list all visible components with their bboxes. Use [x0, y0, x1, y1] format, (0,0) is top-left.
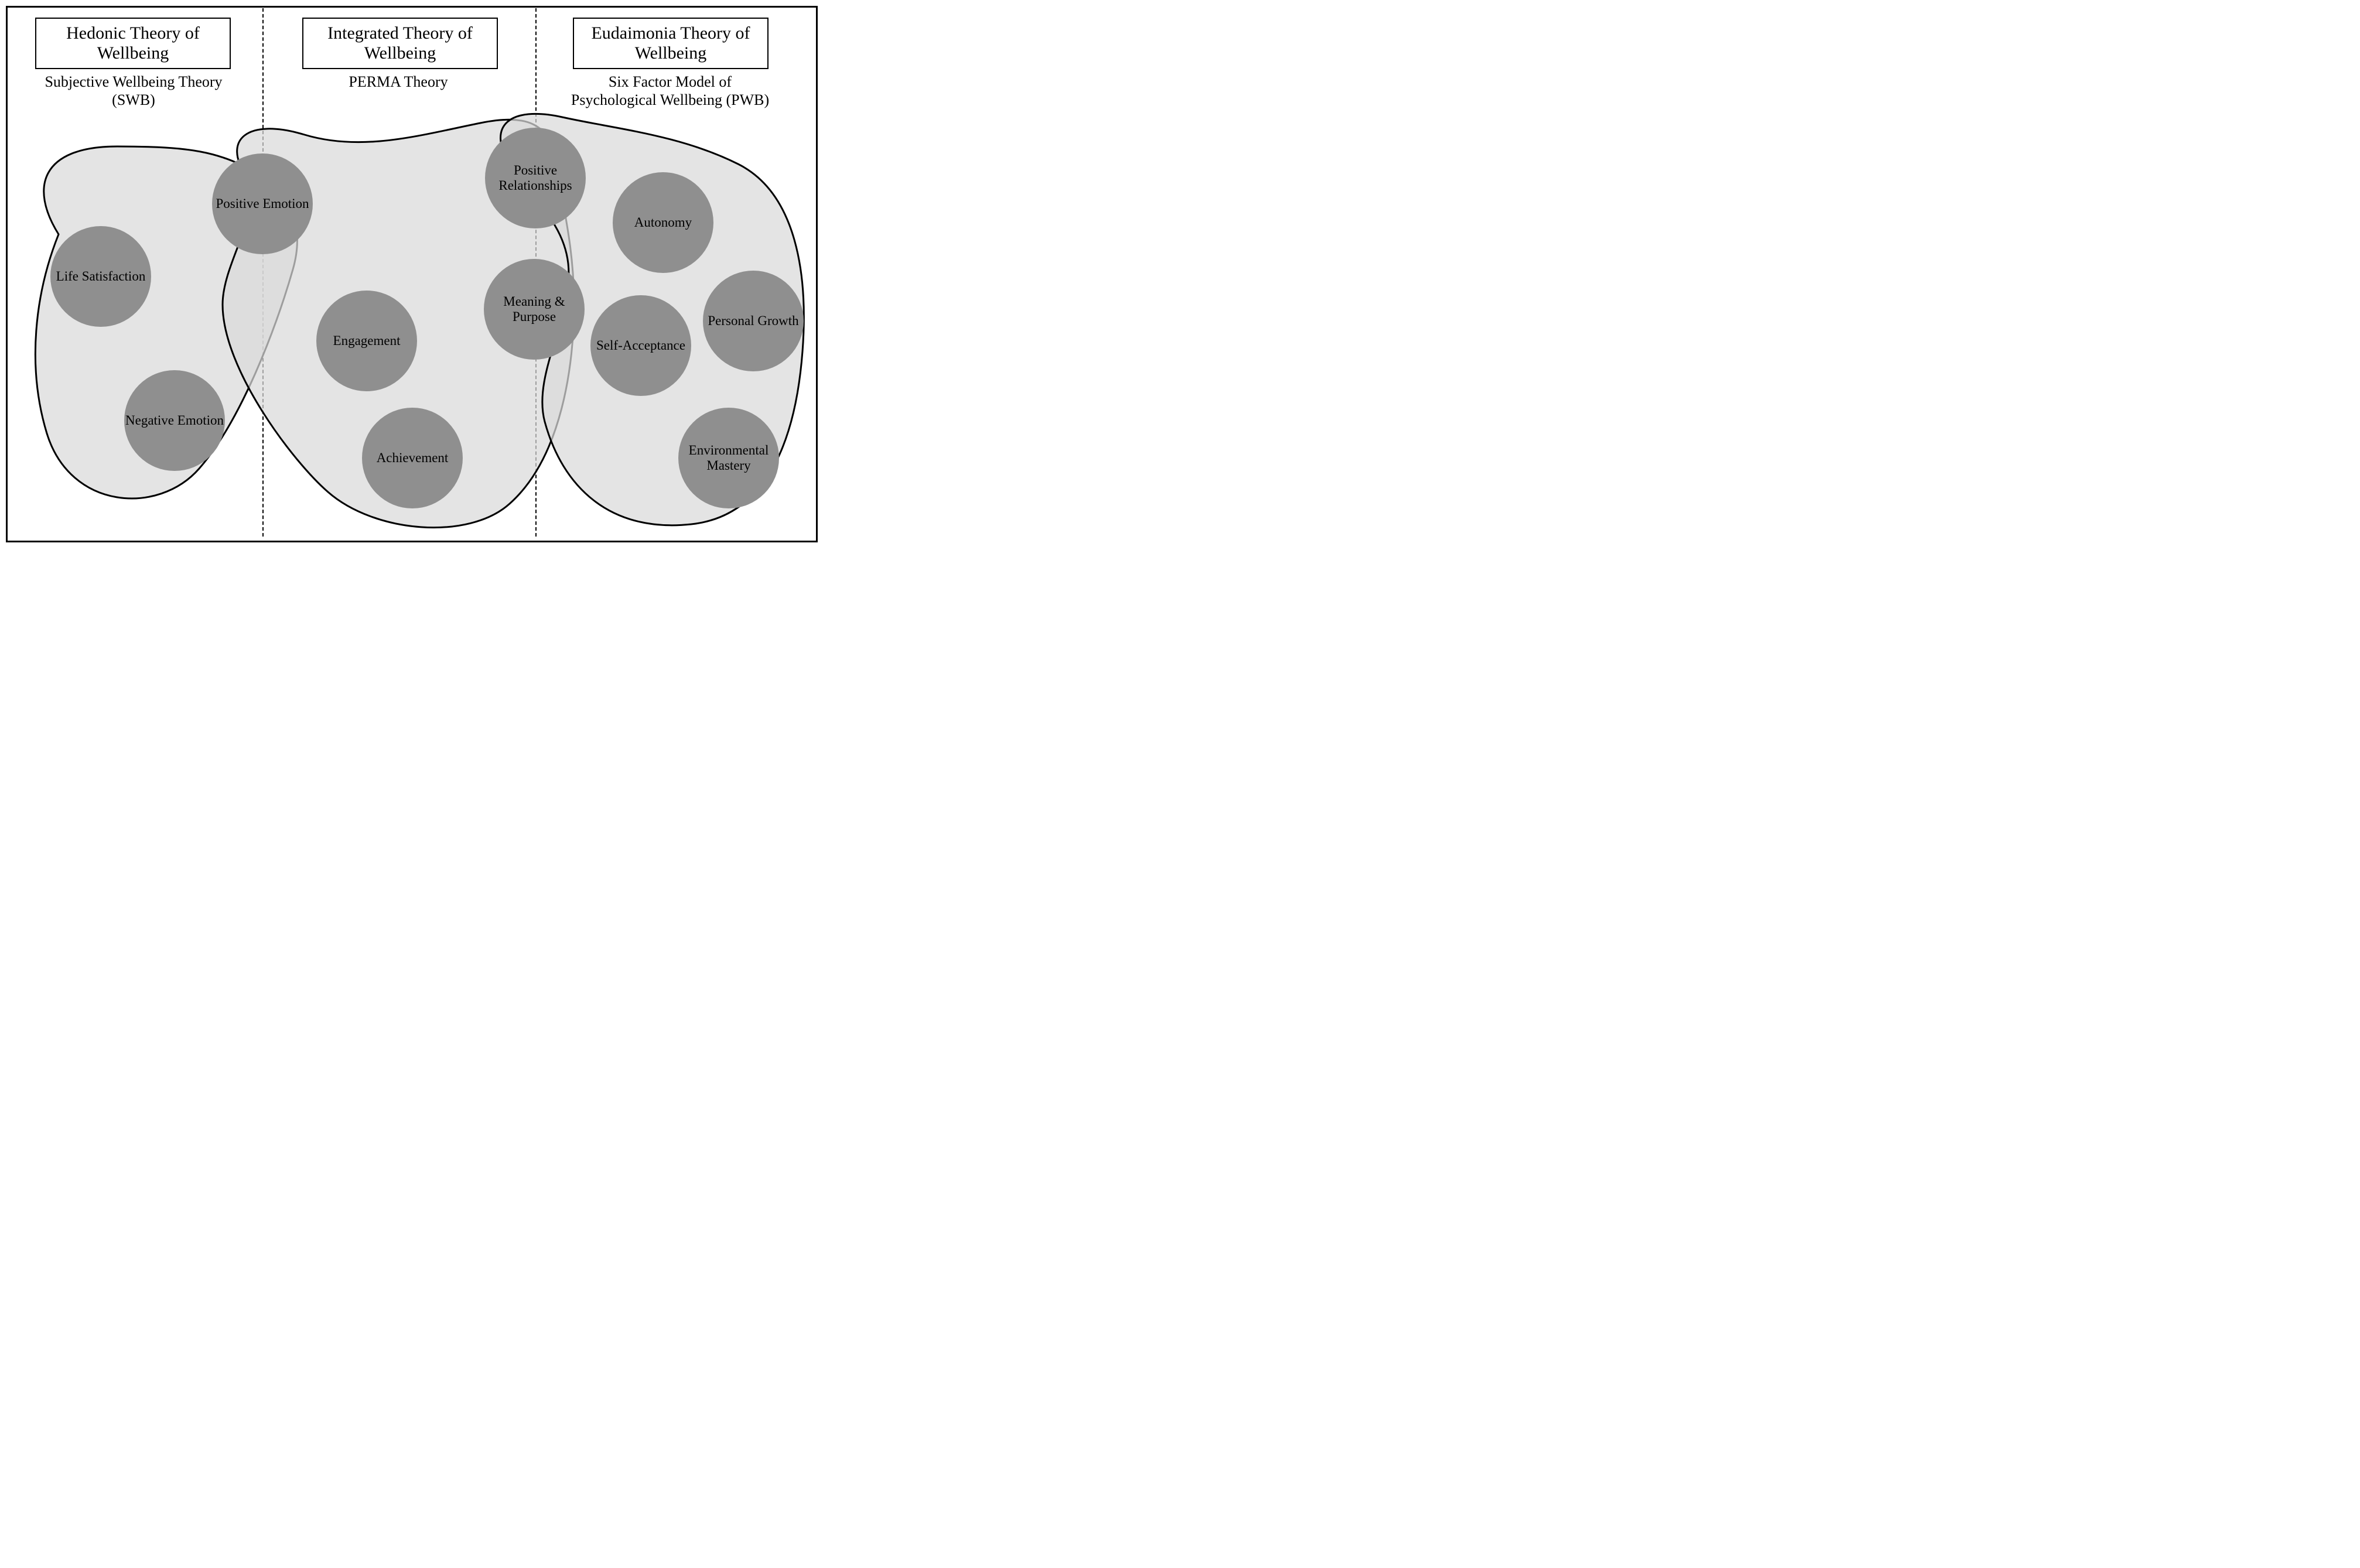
title-hedonic: Hedonic Theory of Wellbeing [35, 18, 231, 69]
node-positive-relationships: Positive Relationships [485, 128, 586, 228]
node-autonomy: Autonomy [613, 172, 713, 273]
node-negative-emotion: Negative Emotion [124, 370, 225, 471]
node-personal-growth: Personal Growth [703, 271, 804, 371]
diagram-canvas: Hedonic Theory of Wellbeing Subjective W… [0, 0, 820, 545]
title-integrated: Integrated Theory of Wellbeing [302, 18, 498, 69]
subtitle-eudaimonia: Six Factor Model of Psychological Wellbe… [565, 73, 776, 109]
node-positive-emotion: Positive Emotion [212, 153, 313, 254]
node-life-satisfaction: Life Satisfaction [50, 226, 151, 327]
subtitle-integrated: PERMA Theory [293, 73, 504, 91]
node-self-acceptance: Self-Acceptance [590, 295, 691, 396]
node-meaning-purpose: Meaning & Purpose [484, 259, 585, 360]
subtitle-hedonic: Subjective Wellbeing Theory (SWB) [28, 73, 239, 109]
node-achievement: Achievement [362, 408, 463, 508]
node-engagement: Engagement [316, 291, 417, 391]
title-eudaimonia: Eudaimonia Theory of Wellbeing [573, 18, 769, 69]
node-environmental-mastery: Environmental Mastery [678, 408, 779, 508]
